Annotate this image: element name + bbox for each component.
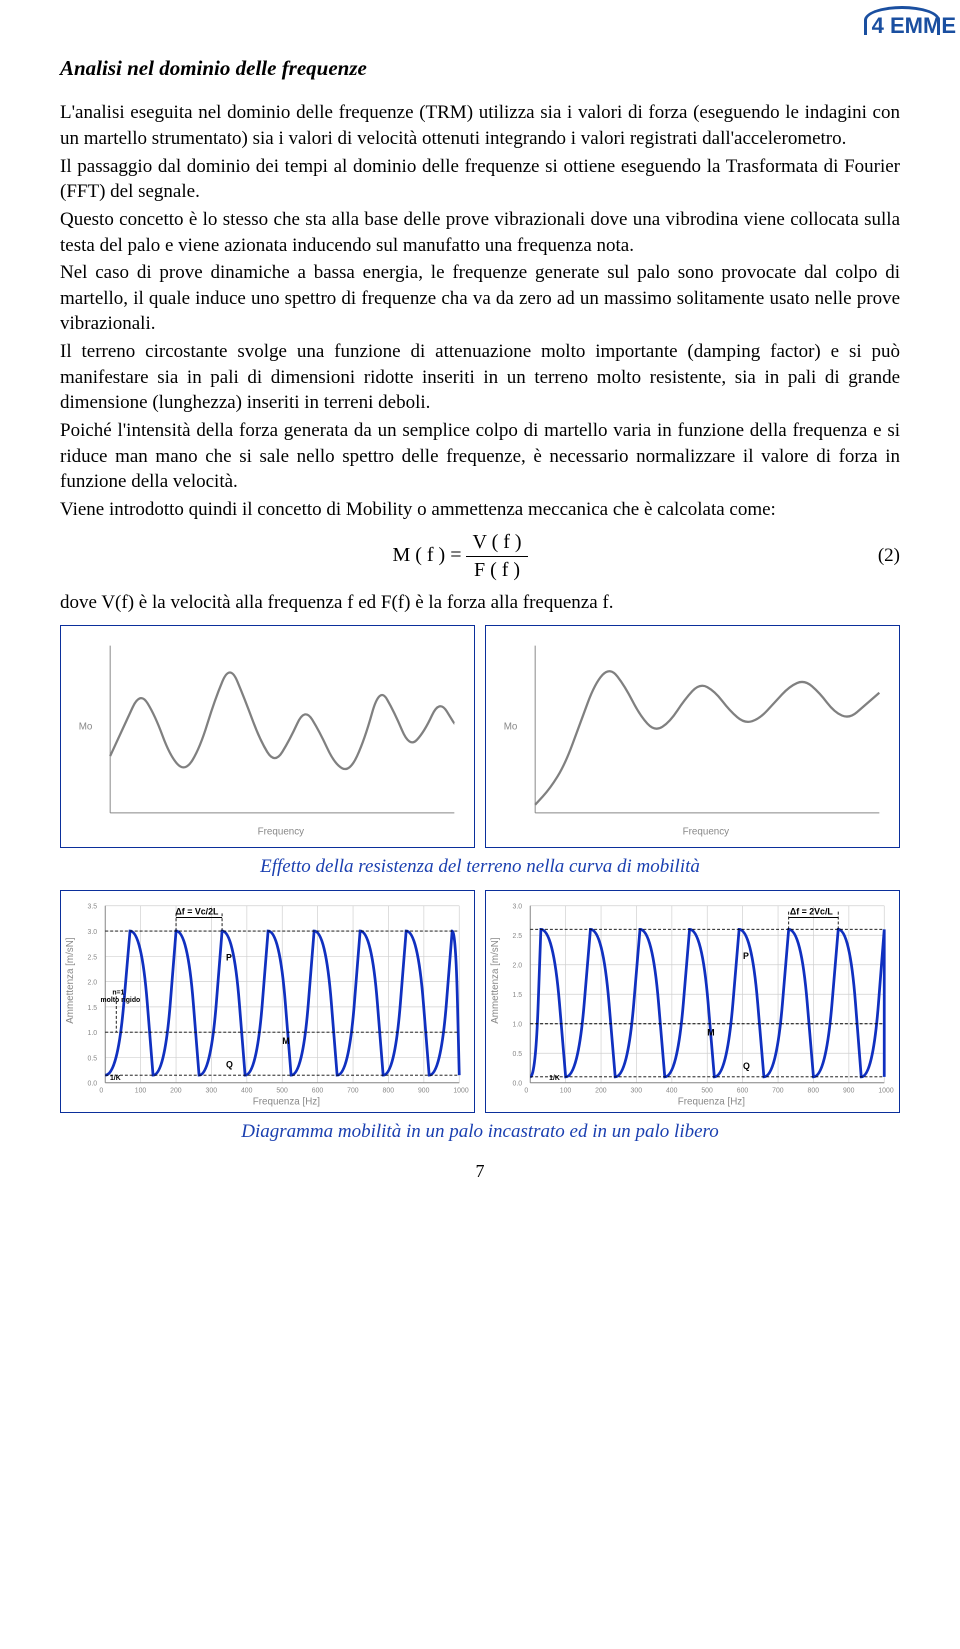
svg-text:Frequenza [Hz]: Frequenza [Hz] (678, 1097, 745, 1108)
svg-text:1.0: 1.0 (513, 1022, 523, 1029)
svg-text:1000: 1000 (453, 1088, 468, 1095)
svg-text:600: 600 (737, 1088, 749, 1095)
svg-text:0.5: 0.5 (88, 1056, 98, 1063)
ylabel: Mo (79, 721, 93, 732)
body-paragraph: Nel caso di prove dinamiche a bassa ener… (60, 260, 900, 337)
svg-text:molto rigido: molto rigido (101, 997, 141, 1004)
svg-text:600: 600 (312, 1088, 324, 1095)
svg-text:Δf = Vc/2L: Δf = Vc/2L (175, 907, 219, 917)
svg-text:900: 900 (843, 1088, 855, 1095)
svg-text:0.0: 0.0 (88, 1081, 98, 1088)
chart-mobility-right: Mo Frequency (485, 625, 900, 848)
svg-text:P: P (226, 953, 232, 963)
body-paragraph: Viene introdotto quindi il concetto di M… (60, 497, 900, 523)
body-paragraph: Poiché l'intensità della forza generata … (60, 418, 900, 495)
body-paragraph: Il passaggio dal dominio dei tempi al do… (60, 154, 900, 205)
chart-mobility-fixed-pile: 0 100 200 300 400 500 600 700 800 900 1000 0.0 0.5 1.… (60, 890, 475, 1113)
svg-text:200: 200 (595, 1088, 607, 1095)
svg-text:P: P (743, 951, 749, 961)
svg-text:2.0: 2.0 (513, 963, 523, 970)
xlabel: Frequency (683, 827, 730, 838)
svg-text:M: M (282, 1036, 289, 1046)
svg-text:300: 300 (631, 1088, 643, 1095)
svg-text:500: 500 (701, 1088, 713, 1095)
body-paragraph: Questo concetto è lo stesso che sta alla… (60, 207, 900, 258)
svg-text:300: 300 (206, 1088, 218, 1095)
page-number: 7 (60, 1159, 900, 1183)
figure-row-top: Mo Frequency Mo Frequency (60, 625, 900, 848)
svg-text:0.0: 0.0 (513, 1081, 523, 1088)
svg-text:100: 100 (135, 1088, 147, 1095)
svg-text:400: 400 (666, 1088, 678, 1095)
svg-text:M: M (707, 1028, 714, 1038)
svg-text:900: 900 (418, 1088, 430, 1095)
svg-text:800: 800 (808, 1088, 820, 1095)
svg-text:2.5: 2.5 (513, 933, 523, 940)
svg-text:Δf = 2Vc/L: Δf = 2Vc/L (790, 907, 834, 917)
equation-lhs: M ( f ) = (392, 544, 461, 566)
figure-caption: Diagramma mobilità in un palo incastrato… (60, 1119, 900, 1145)
svg-text:n=1: n=1 (112, 989, 124, 996)
figure-row-bottom: 010020030040050060070080090010000.00.51.… (60, 890, 900, 1113)
svg-text:3.5: 3.5 (88, 904, 98, 911)
company-logo: 4 EMME (864, 4, 952, 41)
svg-text:Q: Q (743, 1061, 750, 1071)
xlabel: Frequency (258, 827, 305, 838)
svg-text:200: 200 (170, 1088, 182, 1095)
svg-text:Ammettenza [m/sN]: Ammettenza [m/sN] (65, 937, 76, 1024)
svg-text:400: 400 (241, 1088, 253, 1095)
svg-text:1.5: 1.5 (513, 992, 523, 999)
svg-text:Q: Q (226, 1059, 233, 1069)
svg-text:700: 700 (772, 1088, 784, 1095)
svg-text:Frequenza [Hz]: Frequenza [Hz] (253, 1097, 320, 1108)
svg-text:3.0: 3.0 (513, 904, 523, 911)
svg-text:2.5: 2.5 (88, 954, 98, 961)
svg-text:1/K: 1/K (549, 1075, 560, 1082)
svg-text:700: 700 (347, 1088, 359, 1095)
svg-text:0: 0 (99, 1088, 103, 1095)
svg-text:800: 800 (383, 1088, 395, 1095)
body-paragraph: L'analisi eseguita nel dominio delle fre… (60, 100, 900, 151)
chart-mobility-free-pile: 0 100 200 300 400 500 600 700 800 900 1000 0.0 0.5 1.… (485, 890, 900, 1113)
svg-text:1.5: 1.5 (88, 1005, 98, 1012)
svg-text:1000: 1000 (878, 1088, 893, 1095)
svg-text:Ammettenza [m/sN]: Ammettenza [m/sN] (490, 937, 501, 1024)
figure-caption: Effetto della resistenza del terreno nel… (60, 854, 900, 880)
svg-text:1.0: 1.0 (88, 1030, 98, 1037)
svg-text:100: 100 (560, 1088, 572, 1095)
section-title: Analisi nel dominio delle frequenze (60, 54, 900, 82)
svg-text:3.0: 3.0 (88, 929, 98, 936)
equation-denominator: F ( f ) (466, 557, 527, 584)
svg-text:0: 0 (524, 1088, 528, 1095)
equation-number: (2) (860, 543, 900, 569)
svg-text:2.0: 2.0 (88, 980, 98, 987)
equation-numerator: V ( f ) (466, 529, 527, 557)
body-paragraph: Il terreno circostante svolge una funzio… (60, 339, 900, 416)
chart-mobility-left: Mo Frequency (60, 625, 475, 848)
ylabel: Mo (504, 721, 518, 732)
equation: M ( f ) = V ( f ) F ( f ) (2) (60, 529, 900, 584)
body-paragraph: dove V(f) è la velocità alla frequenza f… (60, 590, 900, 616)
svg-text:500: 500 (276, 1088, 288, 1095)
svg-text:1/K: 1/K (110, 1075, 121, 1082)
svg-text:0.5: 0.5 (513, 1051, 523, 1058)
